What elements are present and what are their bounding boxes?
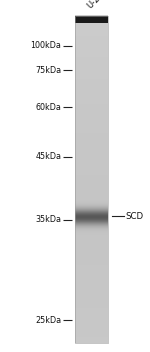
Text: 45kDa: 45kDa (36, 152, 62, 161)
Bar (75, 16, 108, 23)
Text: SCD: SCD (125, 212, 143, 221)
Text: 35kDa: 35kDa (36, 215, 62, 225)
Text: 100kDa: 100kDa (31, 41, 62, 50)
Text: 25kDa: 25kDa (35, 316, 62, 325)
Bar (75, 16, 108, 343)
Text: 60kDa: 60kDa (36, 103, 62, 112)
Text: 75kDa: 75kDa (35, 66, 62, 75)
Text: U-251MG: U-251MG (85, 0, 119, 11)
